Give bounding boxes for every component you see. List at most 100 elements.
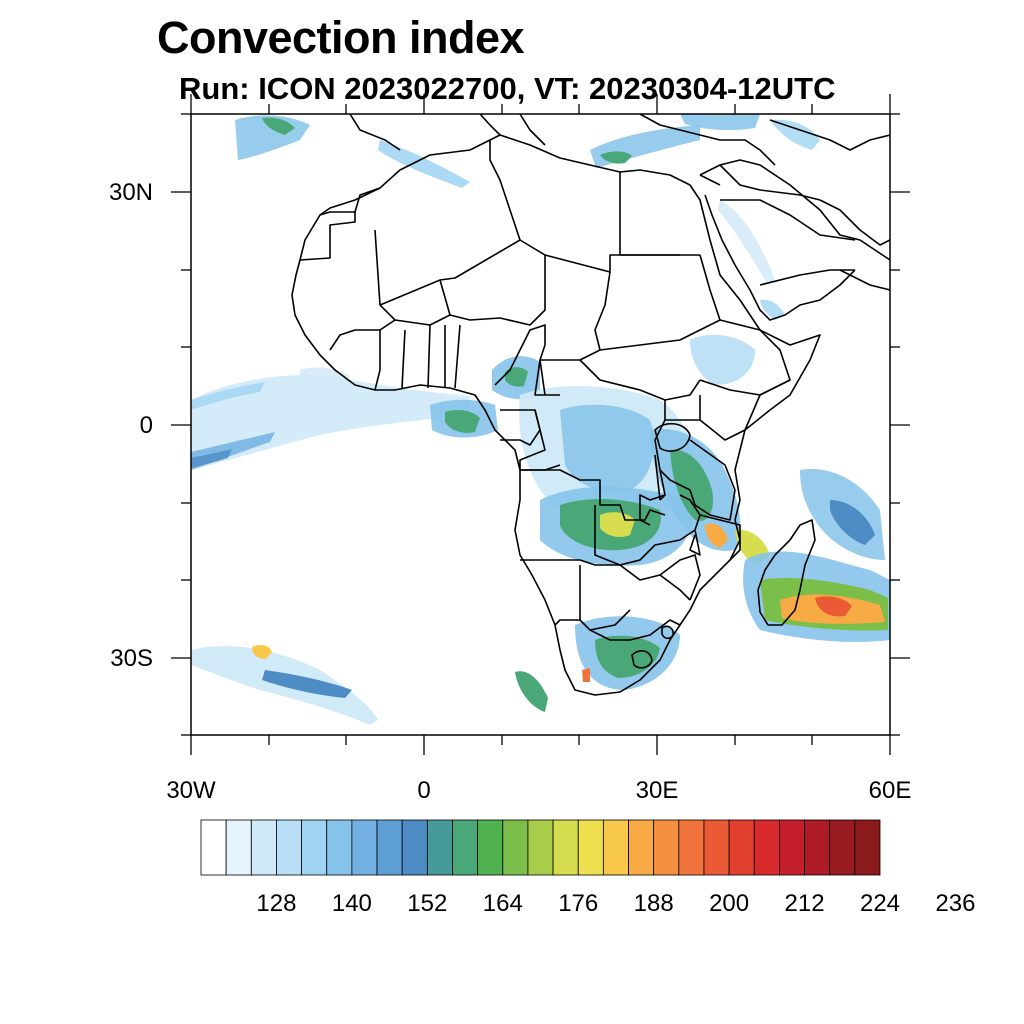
colorbar-box xyxy=(452,819,479,876)
border-algeria-libya xyxy=(489,140,521,241)
colorbar-box xyxy=(703,819,730,876)
lat-label-30s: 30S xyxy=(110,645,153,672)
colorbar-label: 188 xyxy=(634,890,674,917)
convection-field-mediterranean-east-core xyxy=(600,151,632,164)
colorbar-box xyxy=(854,819,881,876)
convection-field-mediterranean-west-core xyxy=(262,117,295,135)
colorbar-box xyxy=(200,819,227,876)
convection-field-red-sea-south xyxy=(760,299,785,320)
colorbar-label: 212 xyxy=(785,890,825,917)
border-car xyxy=(534,359,580,396)
lon-label-0: 0 xyxy=(417,777,430,804)
border-middle-east xyxy=(699,164,821,201)
map-title: Convection index xyxy=(157,12,525,63)
border-angola-namibia xyxy=(520,559,620,566)
colorbar-box xyxy=(779,819,805,876)
convection-field-zambia-hot xyxy=(600,512,635,538)
convection-field-guinea-core xyxy=(445,410,480,433)
border-south-africa xyxy=(589,619,681,641)
colorbar-label: 152 xyxy=(407,890,447,917)
border-drc-angola xyxy=(520,469,666,521)
border-tanzania xyxy=(659,439,736,521)
colorbar-box xyxy=(225,819,252,876)
convection-field-atlantic-north xyxy=(191,382,265,410)
colorbar-box xyxy=(728,819,755,876)
border-sudan-south-sudan xyxy=(599,319,721,351)
colorbar-box xyxy=(829,819,856,876)
border-congo-drc xyxy=(519,409,561,471)
colorbar-box xyxy=(753,819,780,876)
convection-field-algeria xyxy=(378,140,470,188)
convection-field-malawi xyxy=(705,523,728,548)
convection-field-aegean xyxy=(680,114,760,131)
colorbar-label: 140 xyxy=(332,890,372,917)
border-lake-tanganyika xyxy=(654,454,666,501)
colorbar-box xyxy=(602,819,629,876)
convection-field-south-atlantic-core xyxy=(262,670,352,698)
lat-label-0: 0 xyxy=(140,412,153,439)
border-nigeria-cameroon xyxy=(494,324,546,396)
colorbar-box xyxy=(678,819,705,876)
border-lake-victoria xyxy=(654,422,691,452)
border-west-africa-1 xyxy=(329,319,396,351)
lon-label-60e: 60E xyxy=(869,777,912,804)
border-lesotho xyxy=(631,650,653,669)
border-mali-niger xyxy=(379,279,451,326)
colorbar-box xyxy=(502,819,529,876)
colorbar-label: 176 xyxy=(558,890,598,917)
border-libya-chad xyxy=(519,239,680,273)
lon-label-30e: 30E xyxy=(636,777,679,804)
convection-field-ne-madagascar-core xyxy=(830,500,875,545)
border-arabia-interior xyxy=(720,199,856,286)
border-ethiopia xyxy=(699,254,791,396)
convection-field-cape-offshore xyxy=(515,671,548,712)
border-zimbabwe-mozambique xyxy=(659,554,701,601)
convection-field-layer xyxy=(191,114,890,725)
colorbar xyxy=(200,819,881,876)
run-subtitle: Run: ICON 2023022700, VT: 20230304-12UTC xyxy=(179,71,836,106)
convection-field-cameroon-core xyxy=(505,367,528,387)
border-namibia-botswana xyxy=(554,565,631,631)
border-western-sahara-mauritania xyxy=(299,212,356,261)
colorbar-box xyxy=(577,819,604,876)
colorbar-box xyxy=(376,819,403,876)
border-malawi-mozambique xyxy=(689,514,741,561)
border-algeria-mali xyxy=(374,229,521,306)
border-chad-sudan xyxy=(579,271,611,361)
colorbar-label: 236 xyxy=(935,890,975,917)
convection-field-ethiopia xyxy=(690,334,755,385)
lat-label-30n: 30N xyxy=(109,179,153,206)
colorbar-box xyxy=(477,819,504,876)
border-gabon-congo xyxy=(500,409,541,446)
country-borders xyxy=(291,114,890,696)
colorbar-box xyxy=(351,819,378,876)
border-botswana-zimbabwe xyxy=(619,564,691,601)
border-niger-nigeria xyxy=(449,255,546,326)
convection-field-congo-mid xyxy=(560,404,654,492)
colorbar-label: 164 xyxy=(483,890,523,917)
border-south-sudan-drc xyxy=(579,359,701,401)
convection-field-atlantic-itcz-core2 xyxy=(191,449,232,468)
convection-field-south-atlantic-hot xyxy=(252,644,272,659)
convection-field-atlantic-itcz xyxy=(191,375,470,470)
mediterranean-europe-coast xyxy=(349,114,890,166)
colorbar-labels: 128 140 152 164 176 188 200 212 224 236 xyxy=(256,890,975,917)
convection-field-tanzania-core xyxy=(670,449,714,521)
axis-ticks xyxy=(171,94,910,755)
convection-field-levant xyxy=(770,119,820,150)
lon-label-30w: 30W xyxy=(166,777,216,804)
colorbar-box xyxy=(426,819,453,876)
africa-coastline xyxy=(291,134,821,696)
colorbar-label: 224 xyxy=(860,890,900,917)
colorbar-box xyxy=(804,819,831,876)
convection-field-madagascar-peak xyxy=(815,596,852,617)
colorbar-label: 128 xyxy=(256,890,296,917)
convection-field-arabia xyxy=(718,200,775,285)
border-uganda-kenya xyxy=(665,395,746,441)
border-zambia xyxy=(594,494,701,566)
caspian-gulf-coast xyxy=(819,199,890,291)
convection-field-south-africa-hot xyxy=(582,668,590,682)
colorbar-box xyxy=(628,819,655,876)
colorbar-box xyxy=(552,819,579,876)
